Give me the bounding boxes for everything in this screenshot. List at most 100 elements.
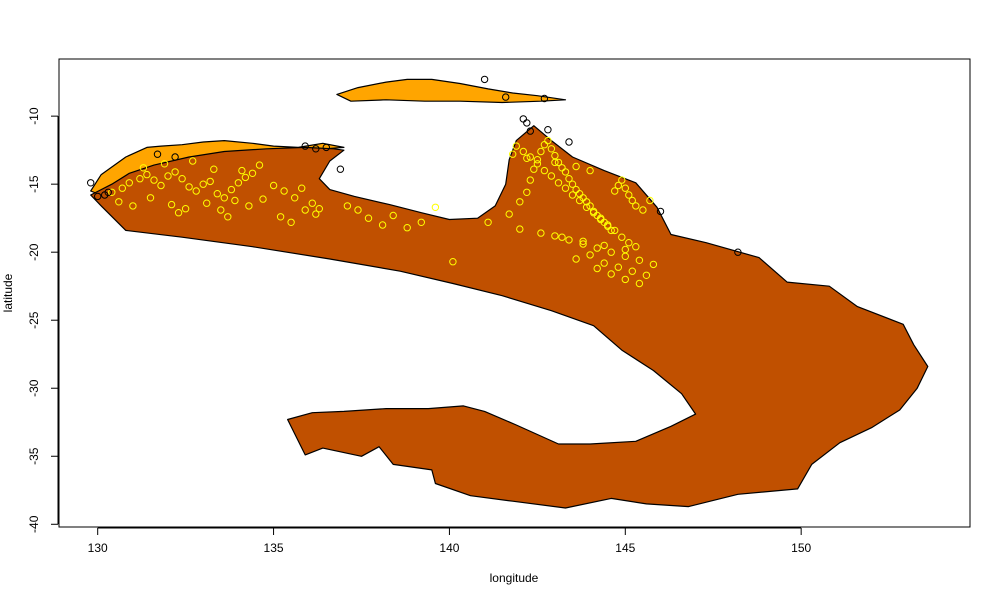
y-tick-label: -40: [27, 515, 41, 533]
data-point-yellow: [192, 187, 200, 195]
data-point-yellow: [533, 156, 542, 164]
data-point-yellow: [607, 270, 615, 278]
y-axis-title: latitude: [1, 273, 15, 312]
x-axis: 130 135 140 145 150: [88, 527, 811, 555]
data-point-yellow: [568, 191, 577, 199]
data-point-yellow: [171, 168, 179, 176]
data-point-yellow: [607, 248, 615, 256]
data-point-yellow: [484, 218, 492, 227]
data-point-yellow: [642, 271, 651, 279]
data-point-yellow: [625, 191, 633, 199]
data-point-yellow: [600, 259, 608, 267]
data-point-yellow: [178, 175, 186, 183]
data-point-yellow: [259, 195, 267, 203]
data-point-yellow: [174, 209, 183, 217]
data-point-yellow: [248, 169, 257, 178]
data-point-yellow: [593, 244, 601, 252]
data-point-yellow: [575, 196, 584, 205]
data-point-yellow: [611, 187, 619, 195]
data-point-black: [301, 142, 309, 150]
data-point-black: [87, 179, 95, 187]
data-point-yellow: [108, 188, 116, 197]
data-point-yellow: [597, 215, 605, 224]
data-point-yellow: [269, 181, 278, 190]
data-point-yellow: [572, 162, 580, 171]
point-layer: [87, 75, 742, 288]
data-point-yellow: [618, 176, 626, 184]
data-point-yellow: [143, 170, 151, 179]
data-point-black: [565, 138, 573, 146]
data-point-yellow: [635, 279, 644, 288]
data-point-yellow: [572, 255, 580, 263]
data-point-yellow: [245, 202, 253, 210]
data-point-yellow: [649, 260, 658, 269]
data-point-yellow: [632, 243, 640, 251]
data-point-black: [540, 94, 549, 103]
data-point-yellow: [203, 199, 211, 207]
y-tick-label: -25: [27, 311, 41, 329]
data-point-yellow: [533, 160, 542, 168]
data-point-yellow: [220, 194, 229, 202]
data-point-yellow: [181, 205, 190, 213]
data-point-yellow: [160, 160, 169, 168]
data-point-yellow: [378, 221, 387, 229]
data-point-yellow: [614, 263, 622, 271]
data-point-black: [171, 153, 179, 161]
y-tick-label: -15: [27, 175, 41, 193]
data-point-yellow: [579, 237, 587, 246]
data-point-yellow: [621, 184, 629, 192]
data-point-yellow: [600, 241, 608, 250]
data-point-yellow: [210, 165, 218, 173]
data-point-yellow: [449, 258, 457, 266]
x-tick-label: 145: [615, 541, 635, 555]
data-point-yellow: [551, 158, 559, 167]
data-point-yellow: [129, 202, 137, 210]
data-point-yellow: [621, 275, 629, 284]
data-point-yellow: [554, 179, 563, 187]
data-point-yellow: [136, 175, 144, 183]
data-point-yellow: [164, 172, 172, 180]
data-point-yellow: [118, 184, 127, 192]
data-point-yellow: [593, 264, 601, 273]
data-point-yellow: [547, 145, 556, 153]
data-point-yellow: [308, 199, 316, 207]
data-point-yellow: [628, 267, 636, 275]
data-point-yellow: [516, 225, 524, 233]
data-point-yellow: [231, 196, 239, 205]
data-point-yellow: [589, 209, 598, 217]
data-point-yellow: [227, 185, 236, 194]
y-tick-label: -20: [27, 243, 41, 261]
data-point-yellow: [217, 206, 225, 214]
data-point-yellow: [315, 205, 323, 213]
data-point-yellow: [537, 147, 545, 156]
data-point-yellow: [417, 218, 425, 227]
data-point-yellow: [565, 175, 573, 183]
data-point-yellow: [516, 198, 524, 206]
data-point-yellow: [526, 153, 534, 161]
data-point-black: [336, 165, 345, 173]
data-point-yellow: [280, 187, 288, 195]
x-tick-label: 130: [88, 541, 108, 555]
data-point-yellow: [115, 198, 123, 206]
data-point-yellow: [561, 168, 570, 176]
data-point-yellow: [343, 202, 352, 210]
data-point-yellow: [146, 194, 155, 202]
data-point-yellow: [157, 181, 165, 190]
data-point-yellow: [301, 206, 309, 214]
data-point-yellow: [523, 188, 531, 197]
data-point-yellow: [519, 147, 527, 156]
plot-frame: [58, 58, 971, 528]
data-point-yellow: [547, 172, 556, 180]
data-point-yellow: [189, 157, 197, 165]
data-point-yellow: [586, 202, 594, 210]
data-point-yellow: [255, 161, 264, 169]
data-point-black: [523, 119, 531, 127]
data-point-black: [322, 143, 330, 152]
data-point-yellow: [505, 210, 513, 218]
data-point-black: [526, 127, 534, 135]
x-tick-label: 150: [791, 541, 811, 555]
data-point-yellow: [241, 173, 250, 182]
data-point-yellow: [354, 206, 362, 214]
data-point-black: [153, 150, 162, 158]
